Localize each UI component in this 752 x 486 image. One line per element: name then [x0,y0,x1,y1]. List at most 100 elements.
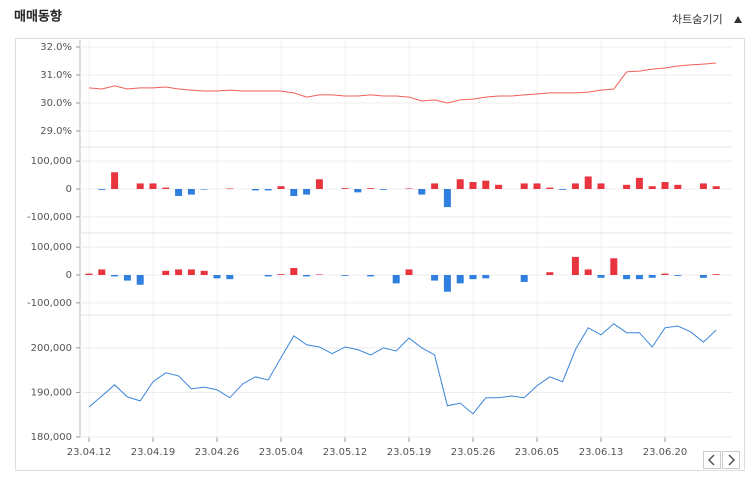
y-tick-label: 100,000 [31,156,72,167]
chart-title: 매매동향 [14,9,62,25]
y-tick-label: 30.0% [40,98,72,109]
y-tick-label: -100,000 [27,212,72,223]
bar [571,256,579,275]
y-tick-label: 180,000 [31,432,72,443]
bar [290,268,298,275]
y-tick-label: 32.0% [40,42,72,53]
bar [98,189,106,190]
bar [264,189,272,191]
bar [699,275,707,278]
prev-icon[interactable] [707,454,715,466]
y-tick-label: 200,000 [31,343,72,354]
bar [597,275,605,278]
next-icon[interactable] [728,454,736,466]
bar [610,258,618,275]
bar [469,182,477,189]
bar [98,269,106,275]
y-tick-label: -100,000 [27,298,72,309]
bar [648,186,656,189]
bar [443,275,451,292]
x-tick-label: 23.06.13 [579,447,624,458]
bar [571,183,579,189]
bar [699,183,707,189]
line [88,323,717,415]
bar [111,275,119,277]
bar [277,274,285,275]
bar [495,184,503,189]
bar [251,189,259,191]
bar [559,189,567,190]
y-tick-label: 0 [66,184,72,195]
bar [635,275,643,280]
bar [584,176,592,189]
bar [533,183,541,189]
bar [456,275,464,284]
bar [136,183,144,189]
bar [431,183,439,189]
bar [111,172,119,189]
x-tick-label: 23.04.19 [131,447,176,458]
prev-button[interactable] [703,451,721,469]
bar [546,187,554,189]
bar [674,184,682,189]
bar [482,180,490,189]
y-tick-label: 29.0% [40,126,72,137]
y-tick-label: 190,000 [31,387,72,398]
line [88,62,717,104]
bar [290,189,298,196]
bar [367,275,375,277]
bar [341,188,349,189]
x-tick-label: 23.05.04 [259,447,304,458]
x-tick-label: 23.05.19 [387,447,432,458]
bar [123,275,131,281]
bar [623,275,631,280]
bar [405,188,413,189]
bar [187,189,195,195]
bar [469,275,477,280]
toggle-icon[interactable] [734,16,742,23]
bar [213,275,221,279]
x-tick-label: 23.06.20 [643,447,688,458]
bar [136,275,144,285]
next-button[interactable] [722,451,740,469]
bar [200,270,208,275]
bar [187,269,195,275]
bar [635,177,643,189]
bar [661,182,669,189]
bar [149,183,157,189]
bar [712,186,720,189]
bar [315,274,323,275]
bar [303,189,311,195]
bar [277,186,285,189]
bar [456,179,464,189]
bar [175,269,183,275]
bar [303,275,311,277]
bar [264,275,272,277]
y-tick-label: 0 [66,270,72,281]
bar [162,187,170,189]
bar [226,275,234,280]
bar [623,184,631,189]
bar [712,274,720,275]
bar [379,189,387,190]
toggle-button[interactable]: 차트숨기기 [672,13,723,26]
bar [315,179,323,189]
y-tick-label: 100,000 [31,242,72,253]
bar [661,273,669,275]
bar [405,269,413,275]
bar [597,183,605,189]
x-tick-label: 23.05.26 [451,447,496,458]
bar [85,273,93,275]
bar [431,275,439,281]
bar [443,189,451,208]
chart-frame [15,38,745,471]
bar [648,275,656,278]
y-tick-label: 31.0% [40,70,72,81]
bar [341,275,349,276]
bar [200,189,208,190]
x-tick-label: 23.06.05 [515,447,560,458]
x-tick-label: 23.04.12 [67,447,112,458]
bar [674,275,682,276]
x-tick-label: 23.04.26 [195,447,240,458]
bar [482,275,490,279]
